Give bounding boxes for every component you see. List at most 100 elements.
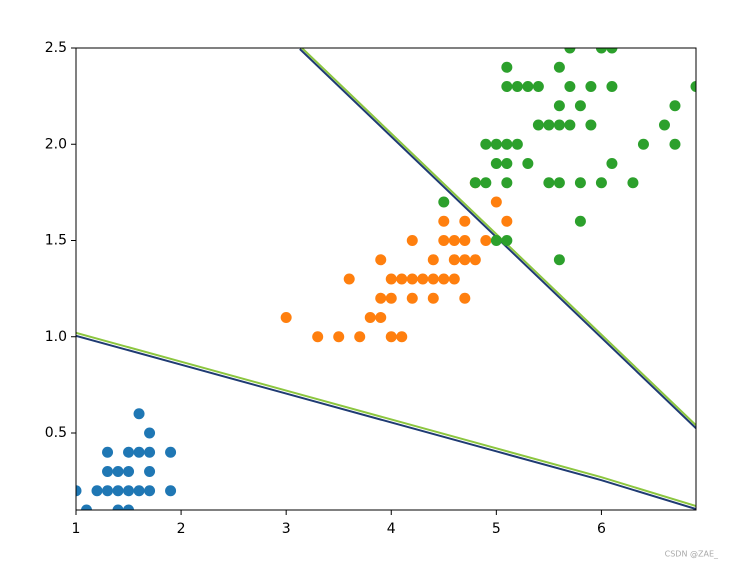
- point: [102, 446, 114, 458]
- point: [396, 331, 408, 343]
- point: [669, 138, 681, 150]
- point: [102, 466, 114, 477]
- point: [480, 138, 492, 150]
- y-tick-label: 0.5: [45, 425, 67, 441]
- point: [112, 485, 124, 497]
- point: [312, 331, 324, 343]
- point: [574, 100, 586, 112]
- point: [427, 254, 439, 266]
- point: [469, 254, 481, 266]
- watermark: CSDN @ZAE_: [665, 550, 719, 559]
- y-tick-label: 2.5: [45, 40, 67, 56]
- point: [522, 81, 534, 92]
- point: [553, 100, 565, 112]
- point: [438, 235, 450, 246]
- point: [333, 331, 345, 343]
- point: [511, 138, 523, 150]
- point: [585, 119, 597, 131]
- point: [144, 466, 156, 477]
- point: [606, 158, 618, 169]
- point: [112, 504, 124, 510]
- point: [459, 215, 471, 227]
- point: [606, 48, 618, 54]
- point: [543, 177, 555, 189]
- point: [469, 177, 481, 189]
- point: [375, 292, 387, 304]
- point: [133, 408, 145, 420]
- x-tick-label: 5: [492, 521, 501, 537]
- point: [459, 235, 471, 246]
- point: [511, 81, 523, 92]
- point: [553, 61, 565, 73]
- point: [574, 177, 586, 189]
- point: [574, 215, 586, 227]
- y-tick-label: 1.5: [45, 233, 67, 249]
- point: [553, 254, 565, 266]
- point: [406, 235, 418, 246]
- point: [501, 235, 513, 246]
- point: [585, 81, 597, 92]
- axes-frame: [75, 47, 697, 511]
- point: [501, 215, 513, 227]
- point: [501, 138, 513, 150]
- x-tick-label: 1: [72, 521, 81, 537]
- point: [564, 48, 576, 54]
- point: [480, 177, 492, 189]
- point: [133, 485, 145, 497]
- point: [133, 446, 145, 458]
- point: [375, 312, 387, 323]
- point: [375, 254, 387, 266]
- point: [501, 81, 513, 92]
- point: [553, 177, 565, 189]
- point: [81, 504, 93, 510]
- x-tick-label: 2: [177, 521, 186, 537]
- point: [438, 196, 450, 208]
- point: [123, 446, 135, 458]
- point: [490, 196, 502, 208]
- point: [102, 485, 114, 497]
- x-tick-label: 6: [597, 521, 606, 537]
- point: [459, 254, 471, 266]
- point: [123, 485, 135, 497]
- point: [553, 119, 565, 131]
- point: [606, 81, 618, 92]
- point: [280, 312, 292, 323]
- point: [658, 119, 670, 131]
- point: [112, 466, 124, 477]
- point: [364, 312, 376, 323]
- decision-boundary: [76, 334, 696, 510]
- point: [448, 273, 460, 285]
- y-tick-label: 2.0: [45, 136, 67, 152]
- point: [490, 235, 502, 246]
- point: [354, 331, 366, 343]
- point: [637, 138, 649, 150]
- point: [532, 119, 544, 131]
- point: [144, 446, 156, 458]
- point: [543, 119, 555, 131]
- plot-area: [76, 48, 696, 510]
- x-tick-label: 4: [387, 521, 396, 537]
- point: [522, 158, 534, 169]
- point: [406, 273, 418, 285]
- y-tick-label: 1.0: [45, 329, 67, 345]
- point: [564, 81, 576, 92]
- point: [144, 427, 156, 439]
- point: [448, 235, 460, 246]
- point: [501, 177, 513, 189]
- point: [501, 61, 513, 73]
- point: [396, 273, 408, 285]
- point: [459, 292, 471, 304]
- point: [385, 292, 397, 304]
- point: [417, 273, 429, 285]
- point: [343, 273, 355, 285]
- point: [165, 485, 177, 497]
- point: [165, 446, 177, 458]
- x-tick-label: 3: [282, 521, 291, 537]
- point: [501, 158, 513, 169]
- point: [91, 485, 103, 497]
- point: [448, 254, 460, 266]
- point: [406, 292, 418, 304]
- point: [595, 48, 607, 54]
- point: [490, 138, 502, 150]
- decision-boundary: [76, 331, 696, 508]
